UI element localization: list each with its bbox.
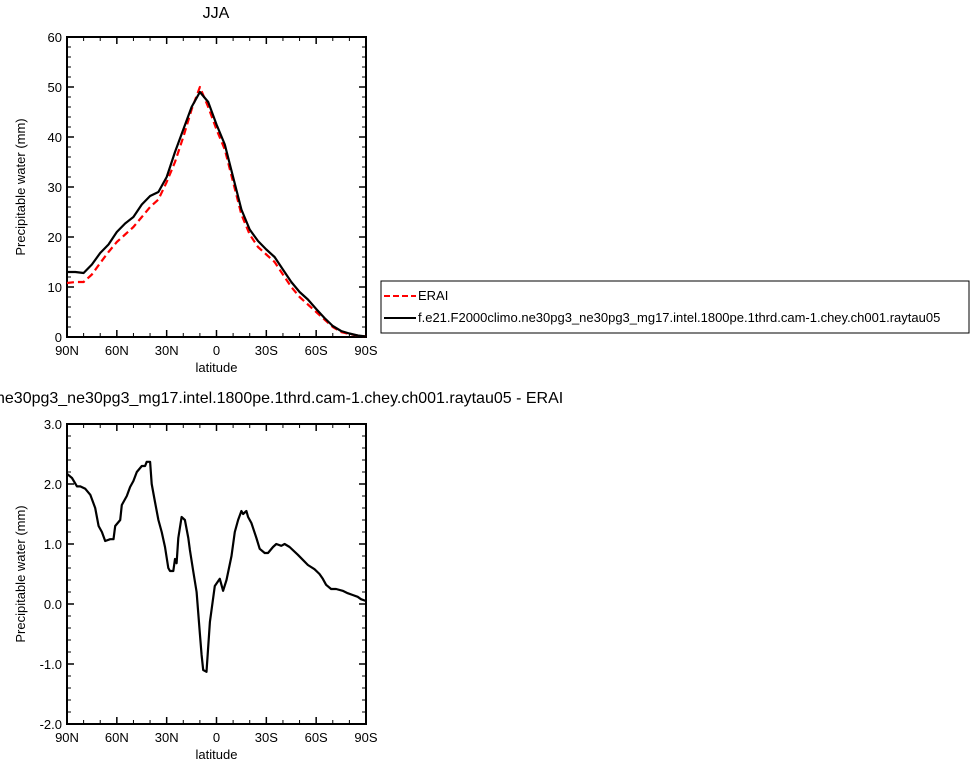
y-tick-label: 40 [48, 130, 62, 145]
y-tick-label: 50 [48, 80, 62, 95]
y-axis-label: Precipitable water (mm) [13, 505, 28, 642]
x-tick-label: 30N [155, 730, 179, 745]
x-axis-label: latitude [196, 360, 238, 375]
y-tick-label: 3.0 [44, 417, 62, 432]
y-axis-label: Precipitable water (mm) [13, 118, 28, 255]
y-tick-label: -1.0 [40, 657, 62, 672]
legend-label-erai: ERAI [418, 288, 448, 303]
y-tick-label: 20 [48, 230, 62, 245]
plot-frame [66, 423, 367, 725]
x-tick-label: 30S [255, 343, 278, 358]
x-tick-label: 30N [155, 343, 179, 358]
chart-title-bottom: f.e21.F2000climo.ne30pg3_ne30pg3_mg17.in… [0, 390, 563, 407]
top-panel: JJA 90N 60N 30N 0 30S 60S 90S 0 10 20 30 40 50 60 lati… [13, 5, 378, 375]
y-tick-label: -2.0 [40, 717, 62, 732]
x-tick-label: 90N [55, 730, 79, 745]
x-axis-label: latitude [196, 747, 238, 762]
x-tick-label: 90S [354, 730, 377, 745]
plot-area-bottom: 90N 60N 30N 0 30S 60S 90S -2.0 -1.0 0.0 1.0 2.0 3.0 l… [13, 417, 378, 762]
series-line-0 [66, 460, 367, 673]
y-tick-label: 1.0 [44, 537, 62, 552]
x-tick-label: 0 [213, 730, 220, 745]
legend: ERAI f.e21.F2000climo.ne30pg3_ne30pg3_mg… [380, 280, 970, 334]
x-tick-label: 60N [105, 730, 129, 745]
y-tick-label: 0.0 [44, 597, 62, 612]
x-tick-label: 60S [305, 343, 328, 358]
legend-box [380, 280, 970, 334]
y-tick-label: 0 [55, 330, 62, 345]
y-tick-label: 60 [48, 30, 62, 45]
series-line-1 [67, 90, 367, 338]
plot-frame [66, 36, 367, 338]
legend-label-model: f.e21.F2000climo.ne30pg3_ne30pg3_mg17.in… [418, 310, 940, 325]
bottom-panel: f.e21.F2000climo.ne30pg3_ne30pg3_mg17.in… [0, 390, 563, 762]
y-tick-label: 10 [48, 280, 62, 295]
y-tick-label: 2.0 [44, 477, 62, 492]
x-tick-label: 30S [255, 730, 278, 745]
x-tick-label: 60N [105, 343, 129, 358]
x-tick-label: 60S [305, 730, 328, 745]
chart-title-top: JJA [203, 5, 230, 22]
y-tick-label: 30 [48, 180, 62, 195]
plot-area-top: 90N 60N 30N 0 30S 60S 90S 0 10 20 30 40 50 60 latitude… [13, 30, 378, 375]
x-tick-label: 90S [354, 343, 377, 358]
x-tick-label: 90N [55, 343, 79, 358]
series-line-0 [66, 85, 367, 338]
x-tick-label: 0 [213, 343, 220, 358]
